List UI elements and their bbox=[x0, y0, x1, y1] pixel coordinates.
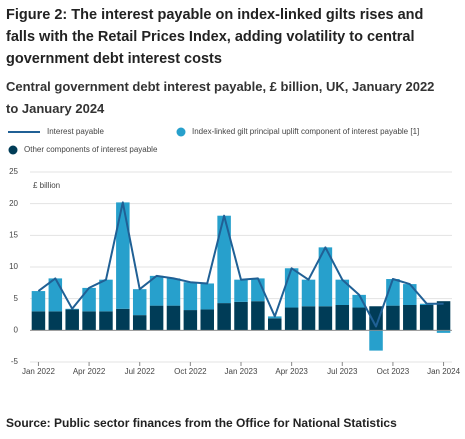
chart-subtitle: Central government debt interest payable… bbox=[6, 79, 435, 116]
bar bbox=[369, 306, 383, 331]
y-tick-label: 10 bbox=[9, 262, 18, 271]
bar bbox=[403, 284, 417, 305]
y-tick-label: 25 bbox=[9, 167, 18, 176]
y-tick-label: 5 bbox=[14, 294, 19, 303]
x-tick-label: Apr 2023 bbox=[275, 367, 308, 376]
bar bbox=[116, 308, 130, 331]
bar bbox=[31, 311, 46, 331]
bar bbox=[200, 309, 214, 331]
bar bbox=[352, 294, 366, 308]
y-tick-label: 0 bbox=[14, 325, 19, 334]
bar bbox=[217, 215, 231, 304]
bar bbox=[284, 307, 299, 331]
x-tick-label: Apr 2022 bbox=[73, 367, 106, 376]
bar bbox=[166, 305, 181, 331]
bar bbox=[352, 307, 366, 331]
x-tick-label: Jan 2023 bbox=[225, 367, 258, 376]
legend-label: Interest payable bbox=[47, 127, 104, 136]
bar bbox=[132, 289, 147, 316]
bar bbox=[217, 303, 231, 331]
x-tick-label: Jul 2023 bbox=[327, 367, 358, 376]
bar bbox=[301, 279, 316, 307]
x-tick-label: Oct 2023 bbox=[377, 367, 410, 376]
x-tick-label: Oct 2022 bbox=[174, 367, 207, 376]
bar bbox=[99, 279, 113, 312]
y-tick-label: -5 bbox=[11, 357, 19, 366]
x-tick-label: Jul 2022 bbox=[125, 367, 156, 376]
line bbox=[37, 201, 444, 328]
bar bbox=[82, 311, 96, 331]
legend-swatch bbox=[176, 127, 186, 137]
bar bbox=[335, 305, 350, 331]
bar bbox=[369, 330, 383, 351]
x-tick-label: Jan 2022 bbox=[22, 367, 55, 376]
bar bbox=[335, 279, 350, 305]
bar bbox=[436, 330, 451, 333]
y-tick-label: 20 bbox=[9, 199, 18, 208]
chart-title: Figure 2: The interest payable on index-… bbox=[6, 7, 424, 67]
bar bbox=[318, 306, 333, 331]
bar bbox=[65, 309, 79, 331]
bar bbox=[268, 318, 282, 331]
bar bbox=[386, 305, 400, 331]
bar bbox=[132, 315, 147, 331]
x-tick-label: Jan 2024 bbox=[427, 367, 460, 376]
bar bbox=[48, 278, 63, 312]
bar bbox=[403, 305, 417, 331]
bar bbox=[301, 306, 316, 331]
bar bbox=[31, 291, 46, 312]
legend-label: Index-linked gilt principal uplift compo… bbox=[192, 127, 419, 136]
bar bbox=[183, 310, 198, 331]
source: Source: Public sector finances from the … bbox=[6, 416, 397, 430]
bar bbox=[82, 287, 96, 312]
bar bbox=[149, 305, 164, 331]
bar bbox=[149, 275, 164, 306]
bar bbox=[200, 283, 214, 310]
chart: £ billion -5 0 5 10 15 20 25 Interest payable In… bbox=[8, 127, 461, 376]
bar bbox=[234, 301, 248, 331]
y-axis-label: £ billion bbox=[33, 181, 60, 190]
bar bbox=[183, 282, 198, 311]
bar bbox=[318, 247, 333, 307]
bar bbox=[284, 268, 299, 308]
legend-label: Other components of interest payable bbox=[24, 145, 158, 154]
bar bbox=[116, 202, 130, 309]
bar bbox=[234, 279, 248, 302]
bar bbox=[99, 311, 113, 331]
bar bbox=[166, 278, 181, 306]
legend-swatch bbox=[8, 145, 18, 155]
y-tick-label: 15 bbox=[9, 230, 18, 239]
bar bbox=[48, 311, 63, 331]
bar bbox=[419, 305, 434, 331]
bar bbox=[251, 301, 265, 331]
bar bbox=[436, 301, 451, 331]
